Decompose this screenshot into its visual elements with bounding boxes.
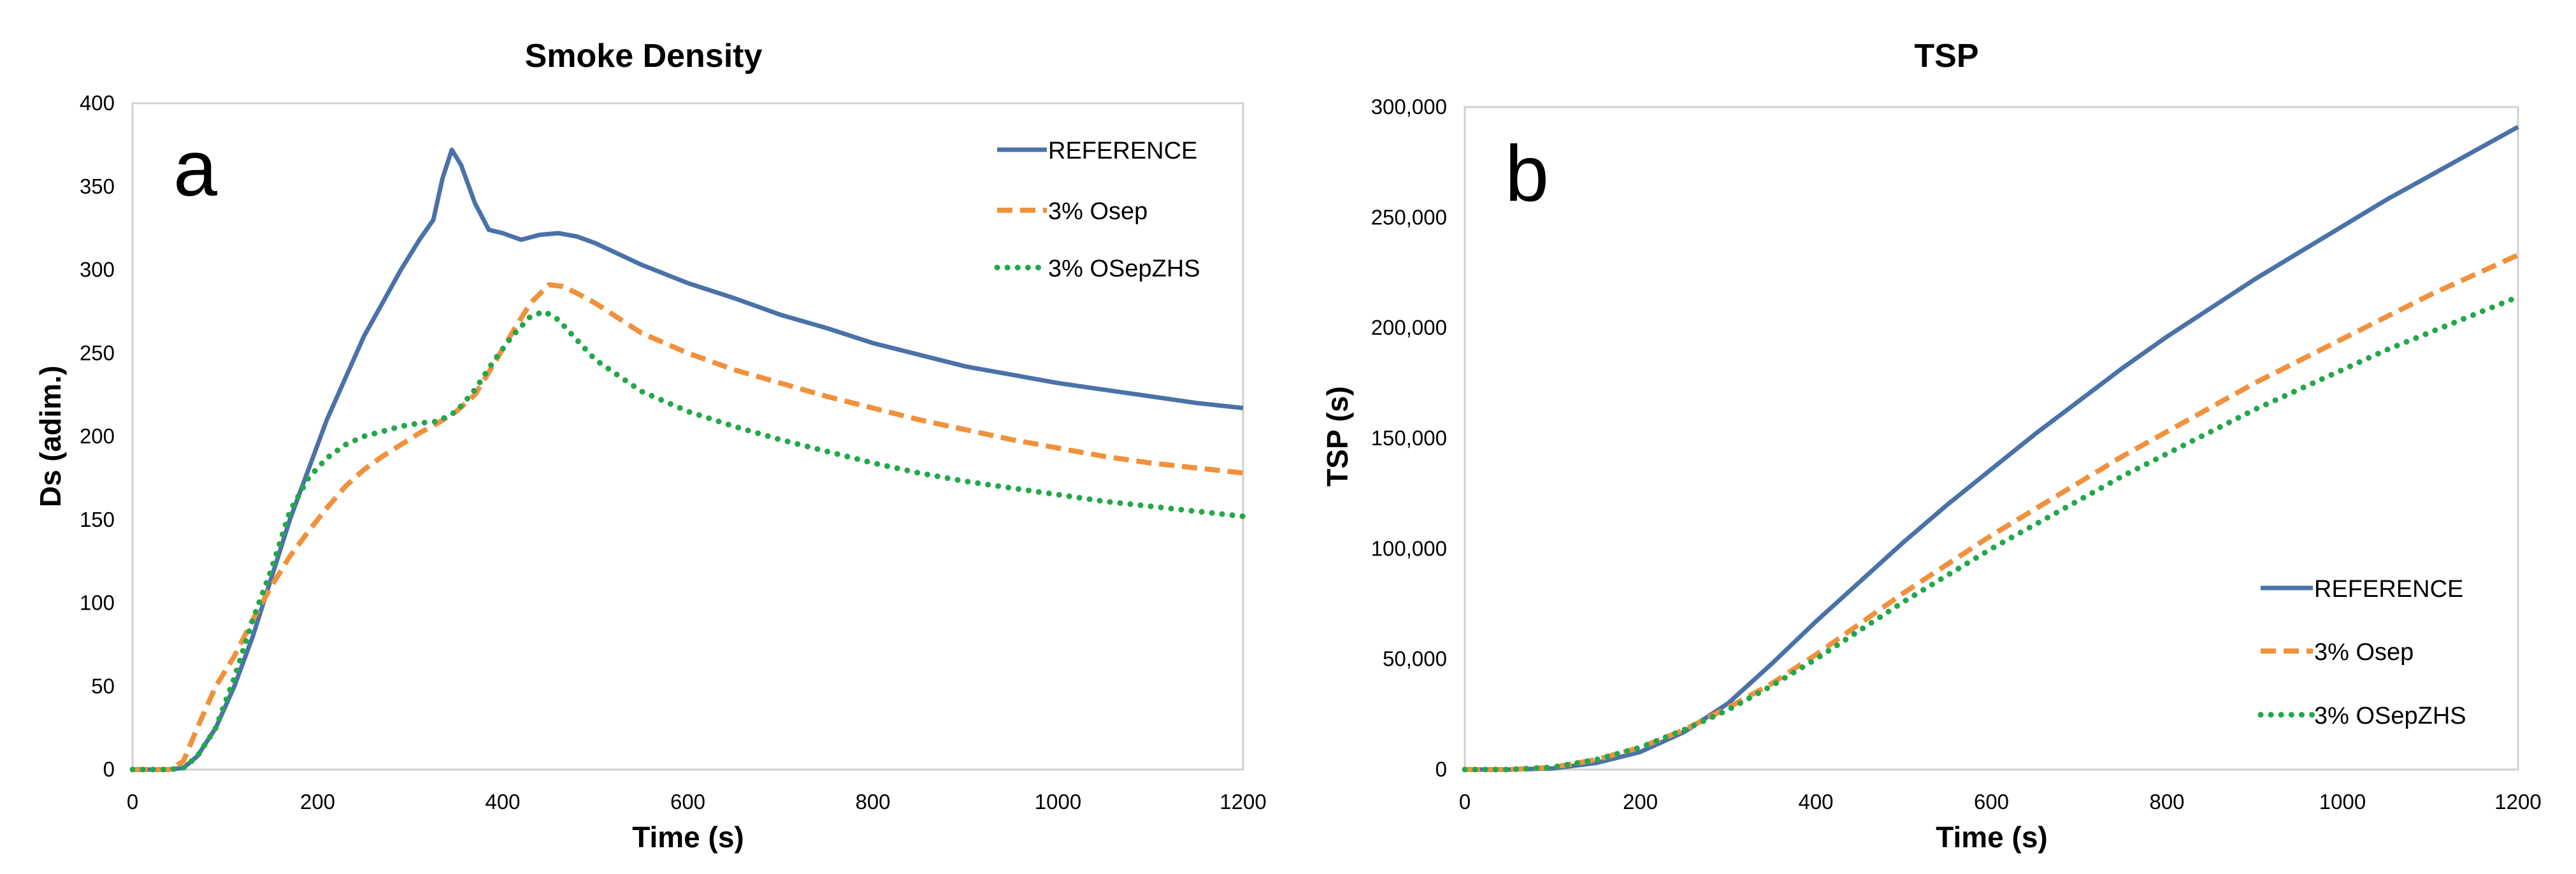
legend-item-3-osep: 3% Osep xyxy=(2261,639,2414,666)
y-tick-label: 400 xyxy=(80,91,115,115)
y-tick-label: 350 xyxy=(80,175,115,198)
series-group xyxy=(129,147,1246,773)
legend-label: 3% OSepZHS xyxy=(2314,703,2466,729)
x-tick-label: 200 xyxy=(1623,790,1658,813)
y-tick-label: 0 xyxy=(103,757,115,781)
y-tick-label: 200 xyxy=(80,424,115,448)
x-tick-label: 0 xyxy=(1459,790,1471,813)
legend-item-reference: REFERENCE xyxy=(2261,576,2463,603)
x-tick-label: 600 xyxy=(1974,790,2009,813)
x-tick-label: 1200 xyxy=(1220,790,1266,813)
y-axis-title: Ds (adim.) xyxy=(34,366,67,507)
legend-label: 3% Osep xyxy=(1048,198,1148,225)
legend-item-3-osepzhs: 3% OSepZHS xyxy=(994,255,1200,282)
y-tick-label: 200,000 xyxy=(1371,316,1447,340)
legend-label: 3% Osep xyxy=(2314,639,2414,666)
series-line-3-osepzhs xyxy=(129,308,1246,773)
y-tick-label: 50,000 xyxy=(1383,647,1447,671)
x-tick-label: 0 xyxy=(127,790,138,813)
series-line-3-osep xyxy=(133,282,1244,772)
y-tick-label: 150 xyxy=(80,508,115,531)
x-tick-label: 1000 xyxy=(1035,790,1081,813)
panel-label: b xyxy=(1505,130,1549,218)
series-line-3-osep xyxy=(1465,252,2519,772)
x-tick-label: 1200 xyxy=(2494,790,2541,813)
y-tick-label: 250,000 xyxy=(1371,205,1447,229)
x-axis-title: Time (s) xyxy=(632,820,744,854)
chart-title: Smoke Density xyxy=(525,38,763,75)
legend: REFERENCE 3% Osep 3% OSepZHS xyxy=(2257,576,2466,729)
y-tick-label: 0 xyxy=(1436,757,1447,781)
x-tick-label: 1000 xyxy=(2319,790,2366,813)
legend: REFERENCE 3% Osep 3% OSepZHS xyxy=(994,138,1200,282)
y-tick-label: 50 xyxy=(91,674,115,698)
series-line-3-osepzhs xyxy=(1462,294,2521,773)
x-axis-ticks: 0 200 400 600 800 1000 1200 xyxy=(127,790,1267,813)
y-tick-label: 300 xyxy=(80,258,115,282)
chart-title: TSP xyxy=(1914,38,1978,75)
x-axis-ticks: 0 200 400 600 800 1000 1200 xyxy=(1459,790,2542,813)
series-line-reference xyxy=(1465,125,2519,772)
y-tick-label: 150,000 xyxy=(1371,426,1447,450)
legend-label: 3% OSepZHS xyxy=(1048,255,1200,282)
legend-label: REFERENCE xyxy=(2314,576,2463,603)
x-tick-label: 200 xyxy=(300,790,335,813)
x-tick-label: 600 xyxy=(670,790,705,813)
legend-item-3-osep: 3% Osep xyxy=(997,198,1148,225)
panel-label: a xyxy=(173,125,217,213)
x-tick-label: 800 xyxy=(2149,790,2184,813)
x-tick-label: 800 xyxy=(855,790,890,813)
y-axis-ticks: 0 50 100 150 200 250 300 350 400 xyxy=(80,91,115,781)
smoke-density-chart: Smoke Density 0 50 100 150 200 250 300 350 400 0… xyxy=(34,38,1267,854)
series-group xyxy=(1462,125,2521,773)
legend-item-3-osepzhs: 3% OSepZHS xyxy=(2257,703,2466,729)
legend-label: REFERENCE xyxy=(1048,138,1197,164)
y-tick-label: 100 xyxy=(80,591,115,615)
x-tick-label: 400 xyxy=(485,790,520,813)
y-axis-ticks: 0 50,000 100,000 150,000 200,000 250,000 300,0… xyxy=(1371,95,1447,781)
y-tick-label: 250 xyxy=(80,341,115,364)
plot-area xyxy=(1464,106,2519,771)
x-tick-label: 400 xyxy=(1798,790,1833,813)
plot-area xyxy=(131,102,1244,771)
legend-item-reference: REFERENCE xyxy=(997,138,1197,164)
x-axis-title: Time (s) xyxy=(1936,820,2048,854)
y-tick-label: 100,000 xyxy=(1371,536,1447,560)
y-tick-label: 300,000 xyxy=(1371,95,1447,118)
tsp-chart: TSP 0 50,000 100,000 150,000 200,000 250,000 3… xyxy=(1321,38,2542,854)
series-line-reference xyxy=(133,147,1244,772)
y-axis-title: TSP (s) xyxy=(1321,386,1354,487)
